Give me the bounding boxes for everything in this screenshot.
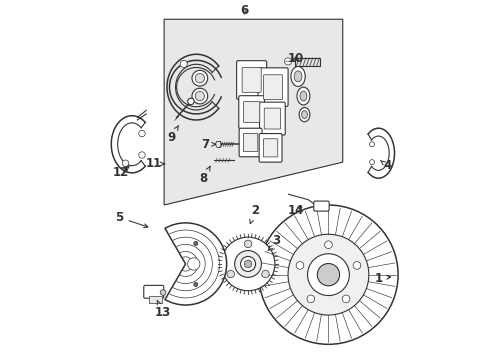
FancyBboxPatch shape (238, 96, 264, 129)
Circle shape (160, 290, 165, 296)
Circle shape (352, 262, 360, 269)
Circle shape (307, 254, 348, 296)
Text: 12: 12 (113, 166, 129, 179)
Text: 1: 1 (374, 272, 390, 285)
FancyBboxPatch shape (242, 68, 261, 92)
Circle shape (221, 237, 274, 291)
Circle shape (122, 160, 128, 166)
FancyBboxPatch shape (259, 134, 282, 162)
FancyBboxPatch shape (243, 102, 259, 123)
Text: 14: 14 (287, 204, 304, 217)
Circle shape (234, 251, 261, 277)
Text: 10: 10 (287, 52, 304, 65)
Circle shape (244, 240, 251, 248)
Circle shape (306, 295, 314, 303)
Circle shape (342, 295, 349, 303)
FancyBboxPatch shape (243, 134, 257, 152)
Circle shape (187, 258, 200, 270)
Circle shape (244, 260, 251, 268)
Circle shape (192, 70, 207, 86)
Text: 8: 8 (199, 166, 210, 185)
Circle shape (195, 73, 204, 83)
FancyBboxPatch shape (239, 128, 262, 157)
FancyBboxPatch shape (143, 285, 163, 298)
Circle shape (193, 241, 198, 246)
FancyBboxPatch shape (259, 102, 285, 135)
FancyBboxPatch shape (264, 108, 280, 129)
Text: 7: 7 (201, 138, 215, 151)
Ellipse shape (290, 66, 305, 86)
Circle shape (226, 270, 234, 278)
Circle shape (369, 159, 374, 165)
Circle shape (261, 270, 269, 278)
FancyBboxPatch shape (263, 75, 282, 99)
FancyBboxPatch shape (263, 139, 277, 157)
Text: 9: 9 (167, 126, 178, 144)
Text: 3: 3 (267, 234, 280, 251)
Circle shape (287, 234, 368, 315)
Text: 4: 4 (380, 159, 391, 172)
Circle shape (317, 264, 339, 286)
Polygon shape (164, 19, 342, 205)
Text: 13: 13 (154, 300, 170, 319)
Wedge shape (164, 223, 226, 305)
Text: 5: 5 (115, 211, 147, 228)
Text: 6: 6 (240, 4, 248, 17)
Circle shape (296, 262, 303, 269)
Circle shape (258, 205, 397, 344)
Circle shape (193, 283, 198, 287)
Circle shape (369, 142, 374, 147)
Ellipse shape (294, 71, 302, 82)
Ellipse shape (299, 91, 306, 101)
Bar (294, 58, 319, 66)
Circle shape (187, 98, 194, 105)
Circle shape (180, 60, 187, 67)
Circle shape (195, 91, 204, 101)
Circle shape (139, 152, 145, 158)
Ellipse shape (299, 108, 309, 122)
FancyBboxPatch shape (258, 68, 287, 107)
Circle shape (139, 130, 145, 137)
Ellipse shape (301, 111, 307, 118)
FancyBboxPatch shape (313, 201, 328, 211)
Circle shape (324, 241, 332, 248)
FancyBboxPatch shape (236, 61, 266, 99)
Ellipse shape (296, 87, 309, 105)
Text: 11: 11 (145, 157, 164, 170)
Circle shape (192, 88, 207, 104)
Circle shape (240, 256, 255, 271)
Text: 2: 2 (249, 204, 259, 224)
Bar (148, 296, 162, 303)
Circle shape (284, 58, 291, 65)
